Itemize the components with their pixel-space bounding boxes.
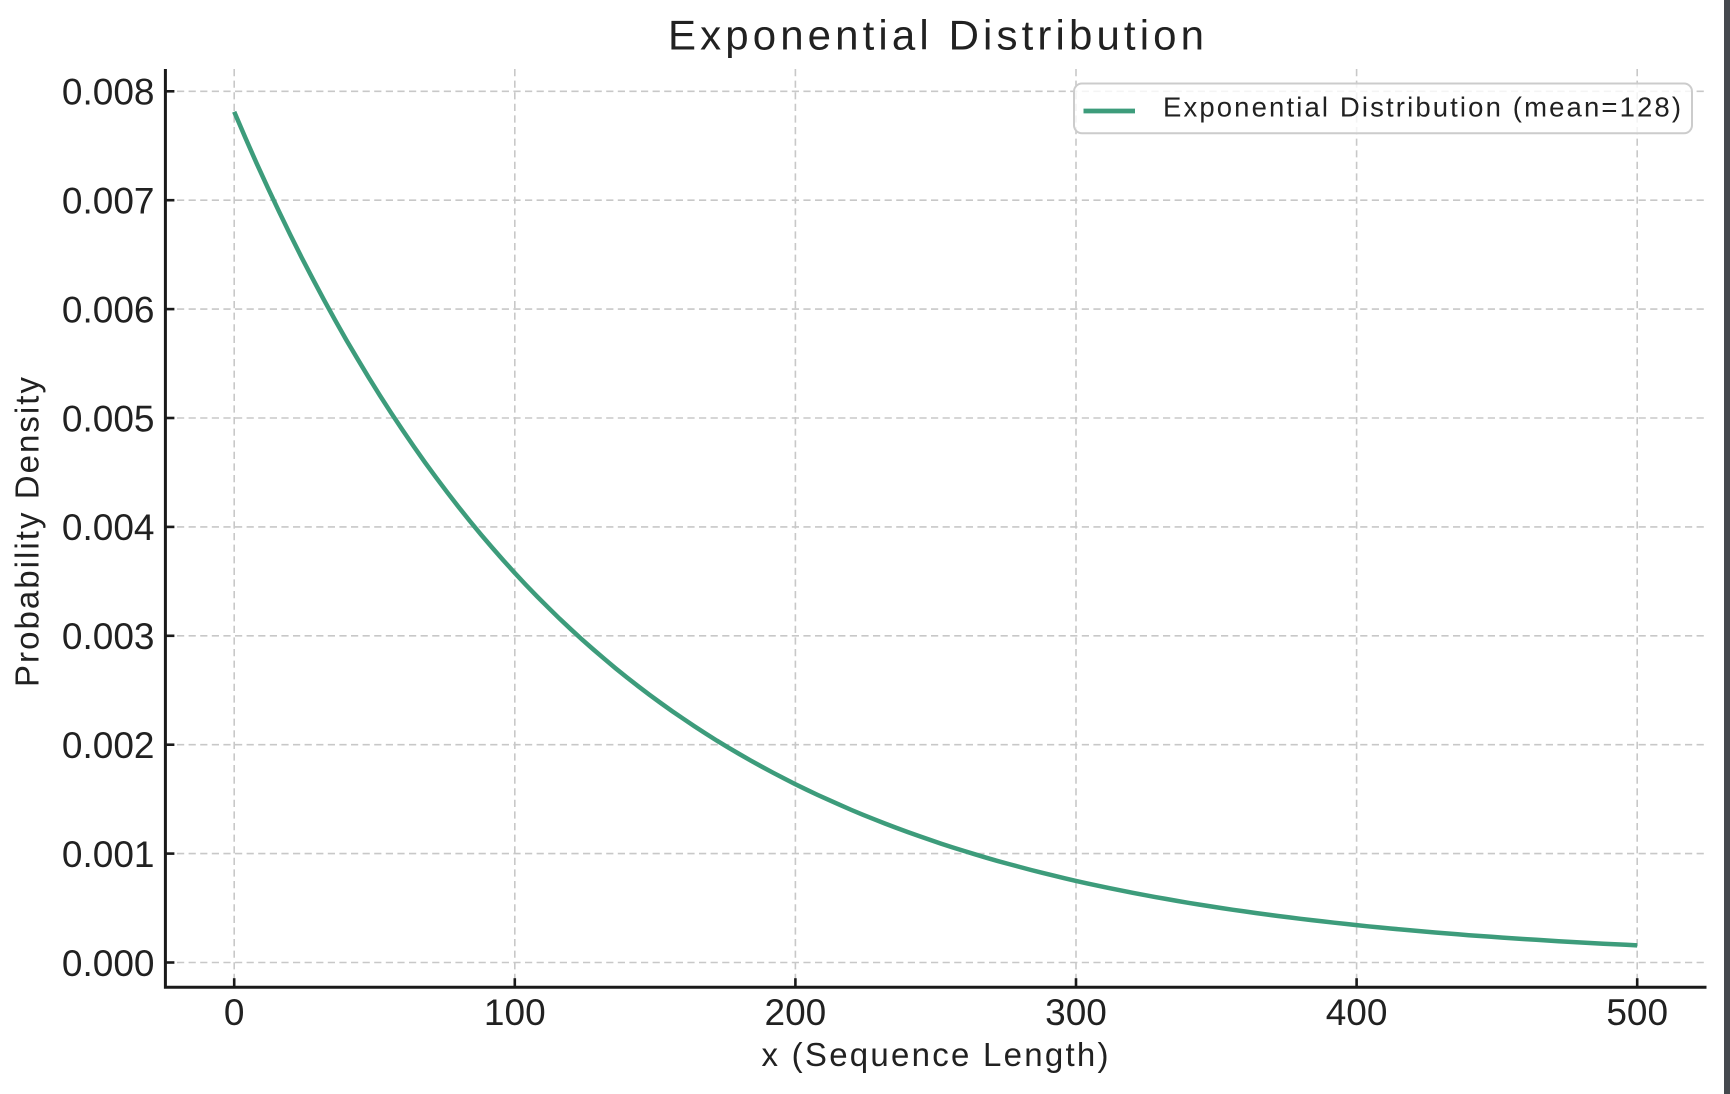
svg-text:0.008: 0.008	[62, 72, 155, 113]
svg-text:0.006: 0.006	[62, 289, 155, 330]
svg-text:0.004: 0.004	[62, 507, 155, 548]
svg-text:0.000: 0.000	[62, 943, 155, 984]
svg-text:400: 400	[1326, 992, 1388, 1033]
svg-text:500: 500	[1606, 992, 1668, 1033]
svg-text:0.007: 0.007	[62, 181, 155, 222]
svg-text:0: 0	[224, 992, 245, 1033]
svg-text:Exponential Distribution: Exponential Distribution	[668, 12, 1204, 59]
svg-text:0.005: 0.005	[62, 398, 155, 439]
svg-text:200: 200	[765, 992, 827, 1033]
svg-text:Probability Density: Probability Density	[9, 377, 46, 688]
svg-text:100: 100	[484, 992, 546, 1033]
svg-text:x (Sequence Length): x (Sequence Length)	[762, 1036, 1109, 1073]
svg-text:Exponential Distribution (mean: Exponential Distribution (mean=128)	[1163, 92, 1681, 123]
svg-text:0.001: 0.001	[62, 834, 155, 875]
svg-text:300: 300	[1045, 992, 1107, 1033]
svg-text:0.002: 0.002	[62, 725, 155, 766]
svg-text:0.003: 0.003	[62, 616, 155, 657]
